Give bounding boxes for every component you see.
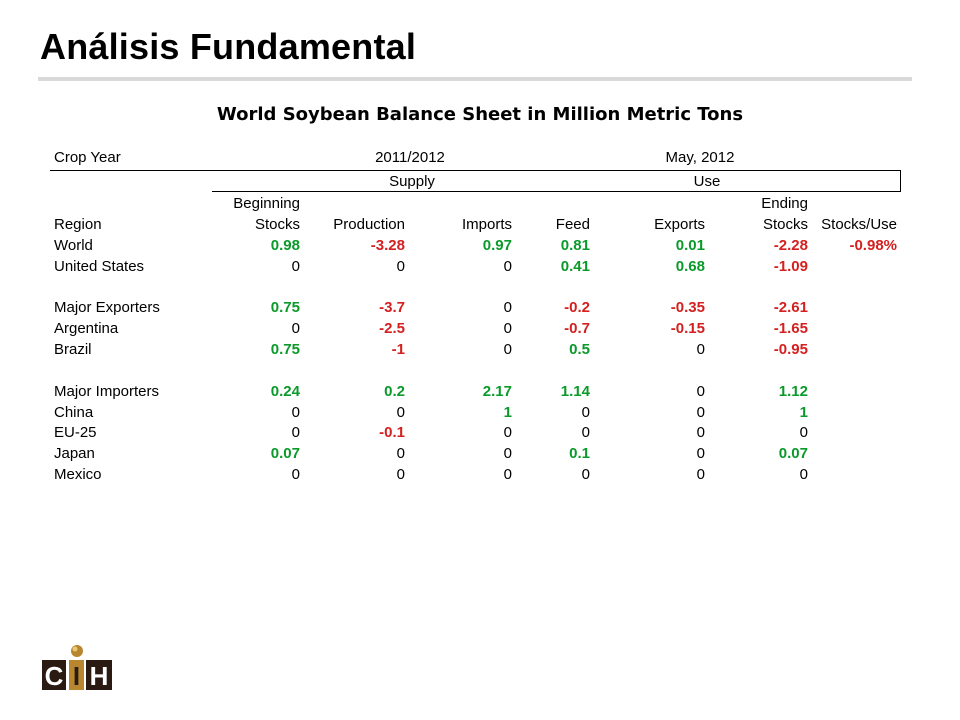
exports-cell: -0.15	[670, 320, 705, 337]
stocks-use-cell: -0.98%	[849, 237, 897, 254]
header-beginning: Beginning	[233, 195, 300, 212]
beginning-stocks-cell: 0.75	[270, 299, 300, 316]
exports-cell: 0	[696, 445, 705, 462]
ending-stocks-cell: -1.09	[773, 258, 808, 275]
col-header-beginning-stocks: Stocks	[254, 216, 300, 233]
region-cell: Mexico	[54, 466, 102, 483]
production-cell: 0	[396, 445, 405, 462]
ending-stocks-cell: 0	[799, 424, 808, 441]
production-cell: -2.5	[379, 320, 405, 337]
imports-cell: 0	[503, 320, 512, 337]
title-divider	[38, 77, 912, 81]
imports-cell: 0	[503, 258, 512, 275]
region-cell: United States	[54, 258, 145, 275]
cih-logo: C I H	[42, 645, 112, 691]
ending-stocks-cell: -1.65	[773, 320, 808, 337]
col-header-production: Production	[333, 216, 405, 233]
col-header-stocks-use: Stocks/Use	[821, 216, 897, 233]
svg-text:I: I	[73, 661, 80, 691]
beginning-stocks-cell: 0.07	[270, 445, 300, 462]
header-rule-groups	[212, 191, 901, 192]
beginning-stocks-cell: 0	[291, 404, 300, 421]
beginning-stocks-cell: 0	[291, 424, 300, 441]
ending-stocks-cell: -0.95	[773, 341, 808, 358]
exports-cell: 0	[696, 341, 705, 358]
region-cell: Major Exporters	[54, 299, 160, 316]
exports-cell: -0.35	[670, 299, 705, 316]
col-header-exports: Exports	[654, 216, 705, 233]
ending-stocks-cell: -2.28	[773, 237, 808, 254]
production-cell: 0	[396, 258, 405, 275]
group-supply: Supply	[389, 173, 435, 190]
col-header-imports: Imports	[461, 216, 512, 233]
region-cell: Japan	[54, 445, 95, 462]
feed-cell: 0	[581, 404, 590, 421]
imports-cell: 0.97	[482, 237, 512, 254]
production-cell: -3.28	[370, 237, 405, 254]
exports-cell: 0	[696, 383, 705, 400]
feed-cell: 0.41	[560, 258, 590, 275]
imports-cell: 2.17	[482, 383, 512, 400]
beginning-stocks-cell: 0	[291, 466, 300, 483]
header-rule-top	[50, 170, 900, 171]
feed-cell: 1.14	[560, 383, 590, 400]
exports-cell: 0.68	[675, 258, 705, 275]
production-cell: -3.7	[379, 299, 405, 316]
col-header-feed: Feed	[555, 216, 590, 233]
sheet-title: World Soybean Balance Sheet in Million M…	[216, 104, 744, 125]
beginning-stocks-cell: 0.98	[270, 237, 300, 254]
header-ending: Ending	[761, 195, 808, 212]
header-rule-right	[900, 170, 901, 192]
beginning-stocks-cell: 0	[291, 320, 300, 337]
feed-cell: 0.5	[569, 341, 590, 358]
production-cell: 0	[396, 466, 405, 483]
imports-cell: 0	[503, 341, 512, 358]
report-date: May, 2012	[665, 149, 735, 166]
production-cell: 0	[396, 404, 405, 421]
imports-cell: 1	[503, 404, 512, 421]
svg-text:C: C	[45, 661, 64, 691]
feed-cell: 0	[581, 424, 590, 441]
region-cell: China	[54, 404, 94, 421]
ending-stocks-cell: 0.07	[778, 445, 808, 462]
exports-cell: 0.01	[675, 237, 705, 254]
production-cell: -0.1	[379, 424, 405, 441]
beginning-stocks-cell: 0	[291, 258, 300, 275]
ending-stocks-cell: -2.61	[773, 299, 808, 316]
group-use: Use	[693, 173, 721, 190]
imports-cell: 0	[503, 445, 512, 462]
region-cell: Brazil	[54, 341, 92, 358]
imports-cell: 0	[503, 424, 512, 441]
feed-cell: -0.2	[564, 299, 590, 316]
ending-stocks-cell: 1.12	[778, 383, 808, 400]
imports-cell: 0	[503, 466, 512, 483]
production-cell: 0.2	[384, 383, 405, 400]
region-cell: EU-25	[54, 424, 97, 441]
region-cell: Major Importers	[54, 383, 160, 400]
feed-cell: 0.81	[560, 237, 590, 254]
feed-cell: 0	[581, 466, 590, 483]
exports-cell: 0	[696, 404, 705, 421]
year-value: 2011/2012	[375, 149, 445, 166]
exports-cell: 0	[696, 424, 705, 441]
col-header-ending-stocks: Stocks	[762, 216, 808, 233]
imports-cell: 0	[503, 299, 512, 316]
feed-cell: 0.1	[569, 445, 590, 462]
region-cell: World	[54, 237, 93, 254]
exports-cell: 0	[696, 466, 705, 483]
beginning-stocks-cell: 0.75	[270, 341, 300, 358]
beginning-stocks-cell: 0.24	[270, 383, 300, 400]
ending-stocks-cell: 0	[799, 466, 808, 483]
col-header-region: Region	[54, 216, 102, 233]
slide-title: Análisis Fundamental	[40, 26, 417, 67]
feed-cell: -0.7	[564, 320, 590, 337]
ending-stocks-cell: 1	[799, 404, 808, 421]
crop-year-label: Crop Year	[54, 149, 121, 166]
region-cell: Argentina	[54, 320, 119, 337]
production-cell: -1	[391, 341, 405, 358]
svg-text:H: H	[90, 661, 109, 691]
